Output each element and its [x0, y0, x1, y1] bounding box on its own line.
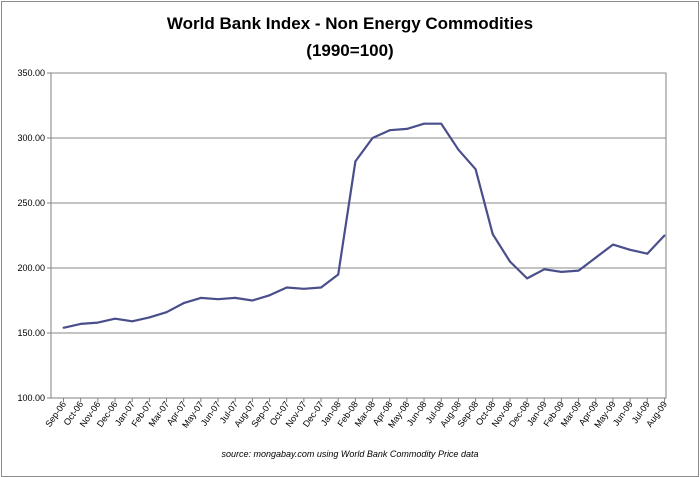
data-point — [131, 320, 134, 323]
data-point — [560, 270, 563, 273]
data-point — [148, 316, 151, 319]
data-point — [285, 286, 288, 289]
data-point — [251, 299, 254, 302]
data-point — [114, 317, 117, 320]
data-point — [165, 311, 168, 314]
data-point — [96, 321, 99, 324]
data-point — [354, 160, 357, 163]
data-point — [199, 296, 202, 299]
data-point — [474, 168, 477, 171]
data-point — [611, 243, 614, 246]
data-point — [646, 252, 649, 255]
data-point — [388, 129, 391, 132]
data-point — [440, 122, 443, 125]
data-point — [320, 286, 323, 289]
data-point — [629, 248, 632, 251]
data-point — [217, 298, 220, 301]
plot-area — [50, 72, 667, 399]
data-point — [508, 260, 511, 263]
data-point — [234, 296, 237, 299]
chart-title: World Bank Index - Non Energy Commoditie… — [166, 14, 534, 33]
gridlines — [51, 72, 666, 334]
x-axis-ticks: Sep-06Oct-06Nov-06Dec-06Jan-07Feb-07Mar-… — [43, 398, 669, 430]
data-point — [268, 294, 271, 297]
data-point — [663, 234, 666, 237]
y-tick-label: 250.00 — [17, 198, 45, 208]
data-point — [371, 137, 374, 139]
y-axis-ticks: 100.00 150.00 200.00 250.00 300.00 350.00 — [17, 68, 51, 403]
data-point — [79, 322, 82, 325]
data-point — [457, 148, 460, 151]
y-tick-label: 300.00 — [17, 133, 45, 143]
data-point — [577, 269, 580, 272]
y-tick-label: 350.00 — [17, 68, 45, 78]
series — [62, 122, 666, 329]
source-note: source: mongabay.com using World Bank Co… — [221, 449, 479, 459]
y-tick-label: 200.00 — [17, 263, 45, 273]
chart-subtitle: (1990=100) — [306, 41, 394, 60]
y-tick-label: 150.00 — [17, 328, 45, 338]
data-point — [491, 233, 494, 236]
data-point — [62, 326, 65, 329]
data-point — [423, 122, 426, 125]
data-point — [337, 273, 340, 276]
data-point — [543, 268, 546, 271]
series-line — [63, 122, 666, 329]
data-point — [526, 277, 529, 280]
data-point — [594, 256, 597, 259]
y-tick-label: 100.00 — [17, 393, 45, 403]
data-point — [302, 287, 305, 290]
data-point — [182, 302, 185, 305]
data-point — [405, 127, 408, 130]
